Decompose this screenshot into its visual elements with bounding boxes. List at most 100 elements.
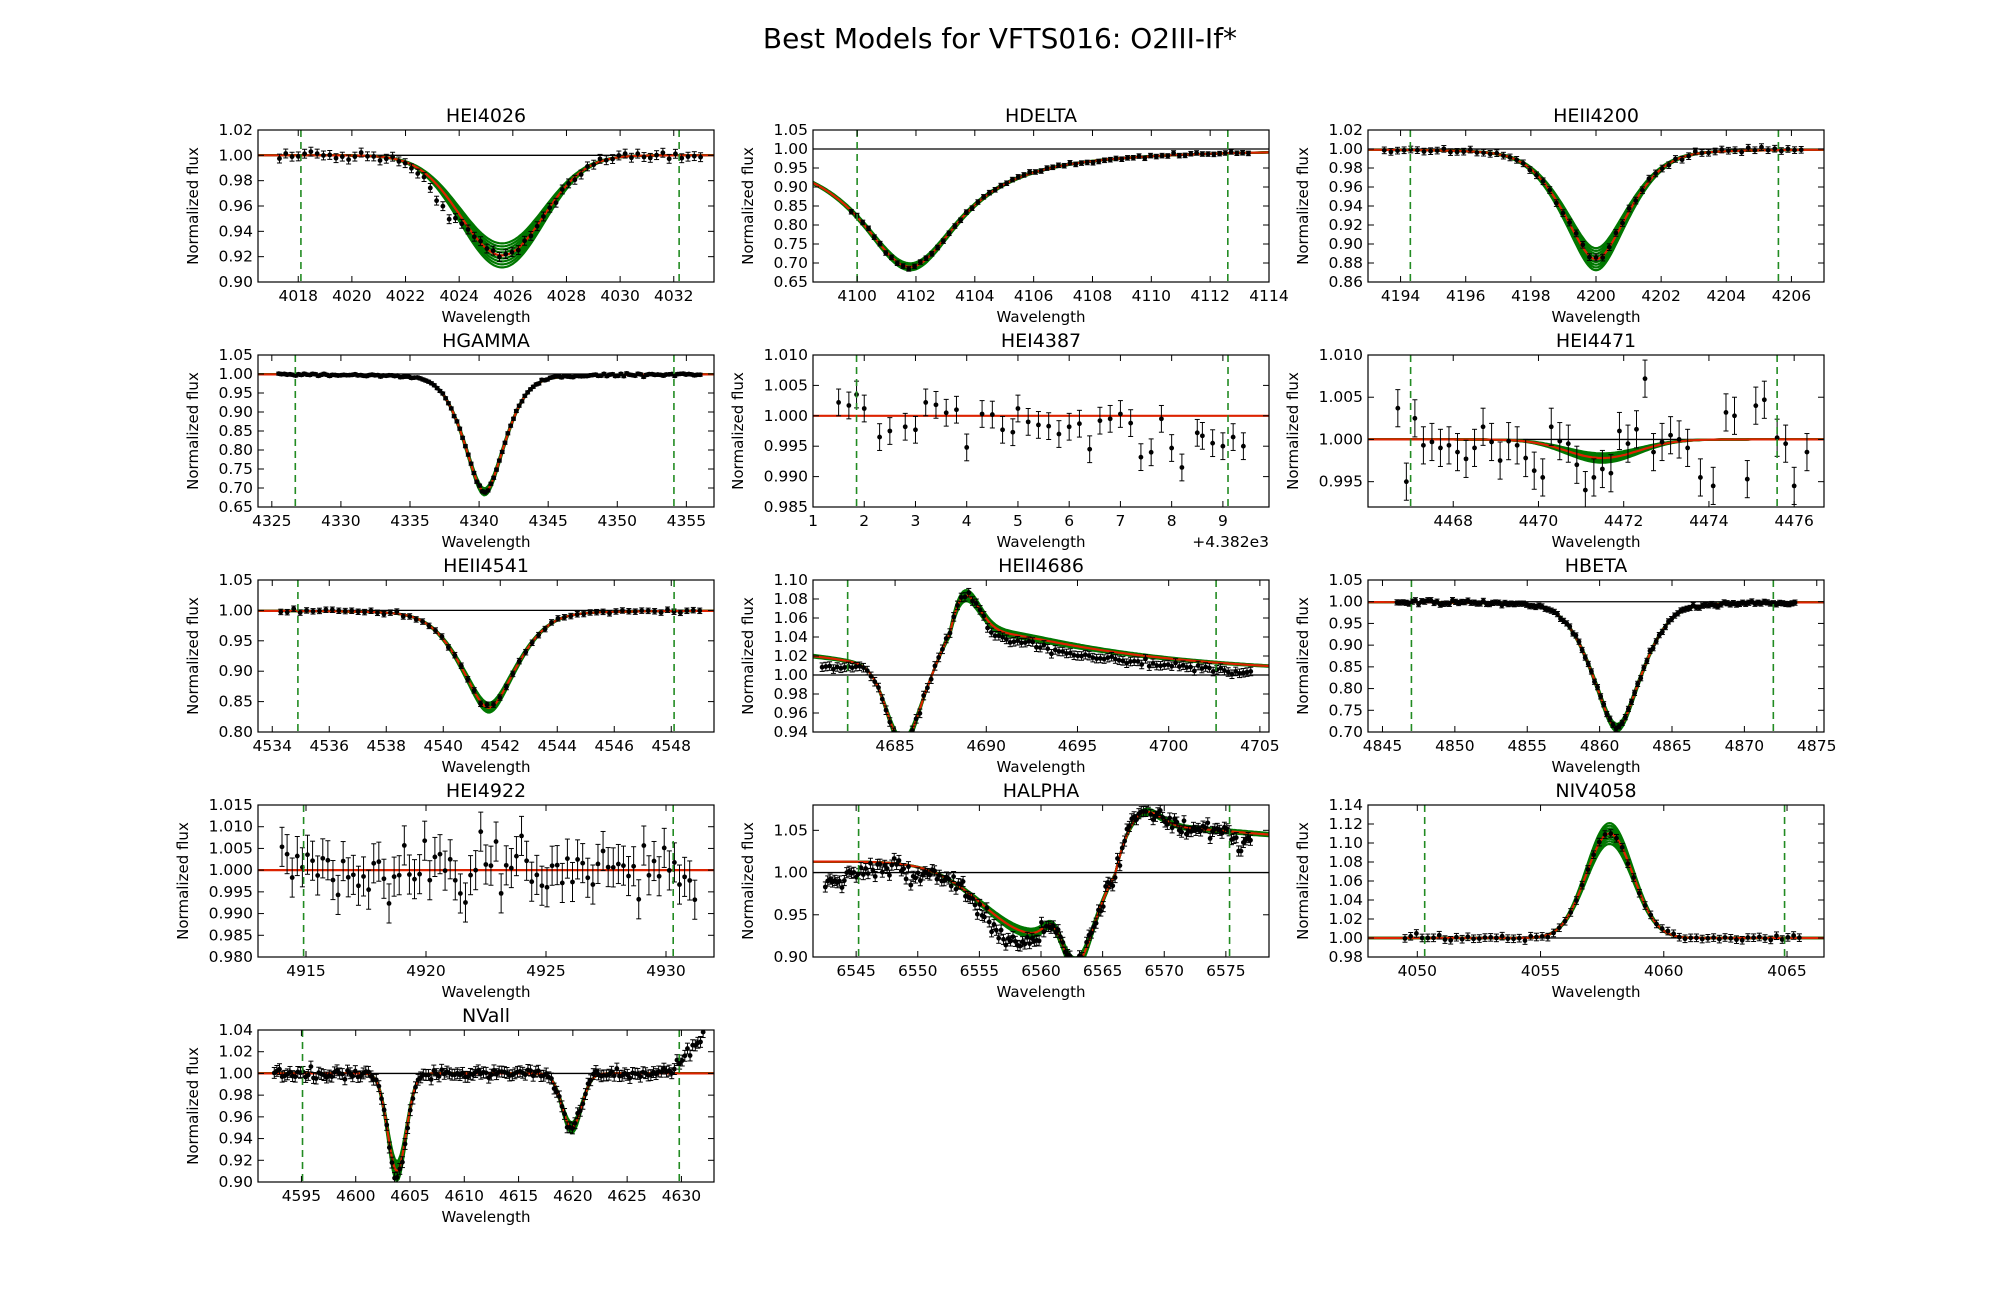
panel-hei4471: HEI4471 4468 4470 4472 4474 4476 0.995 1.000 1.0… — [1284, 330, 1825, 551]
data-point — [381, 876, 387, 882]
data-point — [943, 410, 949, 416]
data-point — [1568, 910, 1574, 915]
data-point — [928, 676, 934, 682]
data-point — [1130, 155, 1136, 161]
data-point — [498, 890, 504, 896]
data-point — [333, 155, 339, 161]
data-point — [1676, 934, 1682, 940]
data-point — [960, 879, 966, 884]
data-point — [503, 251, 509, 257]
data-point — [1414, 147, 1420, 153]
data-point — [1564, 620, 1570, 626]
data-point — [401, 843, 407, 848]
data-point — [1511, 936, 1516, 942]
data-point — [1585, 661, 1591, 667]
y-axis-label: Normalized flux — [1294, 147, 1312, 265]
data-point — [1159, 416, 1164, 422]
data-point — [1395, 148, 1400, 154]
data-point — [1218, 665, 1224, 671]
data-point — [1619, 720, 1625, 726]
data-point — [1075, 653, 1081, 659]
data-point — [471, 470, 477, 476]
data-point — [1598, 693, 1604, 699]
data-point — [497, 254, 502, 260]
data-point — [1654, 921, 1659, 927]
data-point — [991, 922, 997, 927]
data-point — [872, 874, 878, 879]
data-point — [1629, 699, 1634, 705]
data-point — [371, 154, 377, 159]
data-point — [883, 250, 889, 256]
x-tick-label: 4024 — [439, 287, 478, 305]
data-point — [1606, 244, 1612, 250]
y-tick-label: 1.02 — [1328, 121, 1363, 139]
data-point — [1182, 152, 1188, 158]
data-point — [639, 608, 645, 614]
data-point — [646, 872, 652, 878]
y-tick-label: 1.08 — [773, 590, 808, 608]
data-point — [1625, 441, 1631, 447]
y-tick-label: 1.005 — [209, 839, 253, 857]
data-point — [1090, 655, 1096, 661]
model-range-line — [1368, 148, 1824, 264]
data-point — [594, 609, 600, 615]
data-point — [1012, 938, 1018, 944]
data-point — [442, 868, 448, 874]
panel-title: HDELTA — [1005, 105, 1077, 127]
data-point — [415, 171, 421, 176]
data-point — [1567, 220, 1572, 225]
data-point — [1408, 933, 1414, 939]
data-point — [1169, 825, 1175, 831]
x-tick-label: 4930 — [646, 962, 685, 980]
data-point — [1167, 815, 1173, 821]
observed-data — [836, 380, 1246, 482]
data-point — [547, 205, 553, 211]
data-point — [1540, 475, 1546, 480]
data-point — [1237, 670, 1242, 676]
y-tick-label: 1.04 — [773, 628, 808, 646]
data-point — [1230, 434, 1236, 440]
data-point — [1461, 149, 1467, 155]
data-point — [1061, 163, 1067, 169]
y-tick-label: 0.96 — [1328, 178, 1363, 196]
y-tick-label: 0.75 — [1328, 701, 1363, 719]
data-point — [1071, 652, 1077, 658]
data-point — [440, 203, 446, 209]
data-point — [1604, 711, 1610, 717]
data-point — [590, 882, 596, 887]
data-point — [302, 151, 308, 157]
data-point — [1666, 162, 1672, 168]
data-point — [1774, 435, 1780, 441]
data-point — [1416, 601, 1421, 607]
data-point — [434, 198, 439, 204]
x-axis-label: Wavelength — [1552, 533, 1641, 551]
data-point — [1482, 935, 1488, 940]
data-point — [1181, 818, 1187, 824]
data-point — [581, 611, 587, 617]
data-point — [1171, 150, 1176, 156]
data-point — [1438, 445, 1443, 451]
data-point — [317, 608, 322, 614]
data-point — [1734, 937, 1739, 943]
y-tick-label: 0.980 — [209, 948, 253, 966]
data-point — [1244, 669, 1250, 675]
data-point — [600, 609, 606, 615]
data-point — [1240, 670, 1246, 676]
data-point — [1421, 442, 1426, 448]
data-point — [697, 608, 703, 614]
data-point — [841, 878, 847, 883]
data-point — [443, 395, 449, 401]
data-point — [979, 411, 985, 417]
x-tick-label: 4202 — [1641, 287, 1680, 305]
observed-data — [278, 605, 703, 708]
data-point — [1010, 429, 1016, 435]
plot-area — [258, 130, 714, 282]
data-point — [1573, 633, 1579, 638]
data-point — [1117, 863, 1123, 868]
observed-data — [279, 811, 698, 924]
data-point — [1128, 420, 1134, 426]
data-point — [986, 190, 992, 196]
data-point — [861, 665, 866, 671]
